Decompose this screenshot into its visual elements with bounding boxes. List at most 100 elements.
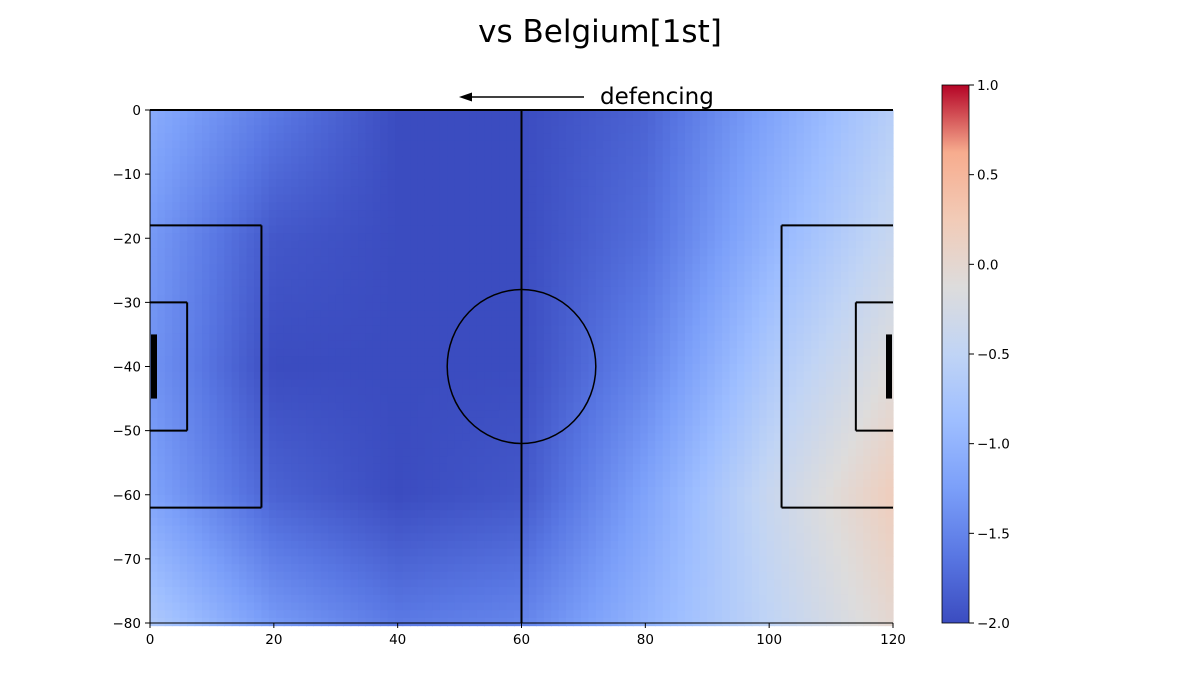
heat-cell: [580, 371, 589, 380]
heat-cell: [454, 525, 463, 534]
heat-cell: [618, 602, 627, 611]
heat-cell: [469, 279, 478, 288]
heat-cell: [432, 448, 441, 457]
heat-cell: [306, 517, 315, 527]
heat-cell: [246, 587, 255, 596]
heat-cell: [320, 333, 329, 342]
heat-cell: [447, 286, 456, 296]
heat-cell: [268, 448, 277, 457]
heat-cell: [610, 179, 619, 188]
heat-cell: [387, 471, 396, 480]
heat-cell: [610, 263, 619, 273]
heat-cell: [417, 517, 426, 527]
heat-cell: [528, 379, 537, 388]
heat-cell: [239, 248, 248, 257]
heat-cell: [298, 194, 307, 203]
heat-cell: [573, 163, 582, 173]
heat-cell: [268, 471, 277, 480]
heat-cell: [640, 587, 649, 596]
heat-cell: [402, 271, 411, 280]
heat-cell: [350, 133, 359, 142]
heat-cell: [684, 510, 693, 519]
heat-cell: [447, 202, 456, 211]
heat-cell: [514, 463, 523, 473]
heat-cell: [320, 217, 329, 227]
heat-cell: [179, 325, 188, 334]
heat-cell: [528, 610, 537, 619]
heat-cell: [387, 302, 396, 311]
heat-cell: [350, 402, 359, 411]
heat-cell: [476, 294, 485, 303]
heat-cell: [670, 156, 679, 165]
heat-cell: [380, 617, 389, 627]
heat-cell: [499, 394, 508, 404]
heat-cell: [618, 410, 627, 419]
heat-cell: [350, 371, 359, 380]
heat-cell: [677, 594, 686, 604]
heat-cell: [528, 333, 537, 342]
heat-cell: [625, 171, 634, 180]
heat-cell: [677, 617, 686, 627]
heat-cell: [283, 463, 292, 473]
heat-cell: [662, 171, 671, 180]
heat-cell: [484, 256, 493, 265]
heat-cell: [454, 202, 463, 211]
heat-cell: [402, 425, 411, 434]
heat-cell: [528, 186, 537, 196]
heat-cell: [239, 225, 248, 234]
heat-cell: [365, 425, 374, 434]
heat-cell: [410, 179, 419, 188]
heat-cell: [306, 379, 315, 388]
heat-cell: [216, 340, 225, 350]
heat-cell: [618, 425, 627, 434]
heat-cell: [484, 202, 493, 211]
heat-cell: [291, 579, 300, 588]
heat-cell: [558, 510, 567, 519]
heat-cell: [432, 110, 441, 119]
heat-cell: [558, 171, 567, 180]
heat-cell: [261, 571, 270, 580]
heat-cell: [380, 517, 389, 527]
heat-cell: [276, 163, 285, 173]
heat-cell: [491, 533, 500, 542]
heat-cell: [588, 163, 597, 173]
heat-cell: [506, 256, 515, 265]
heat-cell: [469, 179, 478, 188]
heat-cell: [150, 487, 159, 496]
heat-cell: [402, 533, 411, 542]
heat-cell: [350, 394, 359, 404]
heat-cell: [439, 456, 448, 465]
heat-cell: [187, 456, 196, 465]
heat-cell: [350, 325, 359, 334]
heat-cell: [202, 379, 211, 388]
heat-cell: [372, 317, 381, 327]
heat-cell: [187, 240, 196, 250]
heat-cell: [254, 117, 263, 126]
heat-cell: [179, 202, 188, 211]
heat-cell: [276, 602, 285, 611]
heat-cell: [268, 479, 277, 488]
heat-cell: [216, 302, 225, 311]
heat-cell: [380, 579, 389, 588]
heat-cell: [692, 256, 701, 265]
heat-cell: [618, 133, 627, 142]
heat-cell: [209, 310, 218, 319]
heat-cell: [231, 494, 240, 504]
heat-cell: [655, 579, 664, 588]
heat-cell: [157, 171, 166, 180]
heat-cell: [469, 333, 478, 342]
heat-cell: [164, 440, 173, 450]
heat-cell: [692, 117, 701, 126]
heat-cell: [632, 417, 641, 427]
heat-cell: [528, 210, 537, 219]
heat-cell: [536, 310, 545, 319]
heat-cell: [254, 363, 263, 373]
heat-cell: [150, 440, 159, 450]
heat-cell: [231, 610, 240, 619]
heat-cell: [268, 240, 277, 250]
heat-cell: [216, 217, 225, 227]
heat-cell: [164, 494, 173, 504]
heat-cell: [677, 286, 686, 296]
heat-cell: [580, 587, 589, 596]
heat-cell: [239, 556, 248, 565]
